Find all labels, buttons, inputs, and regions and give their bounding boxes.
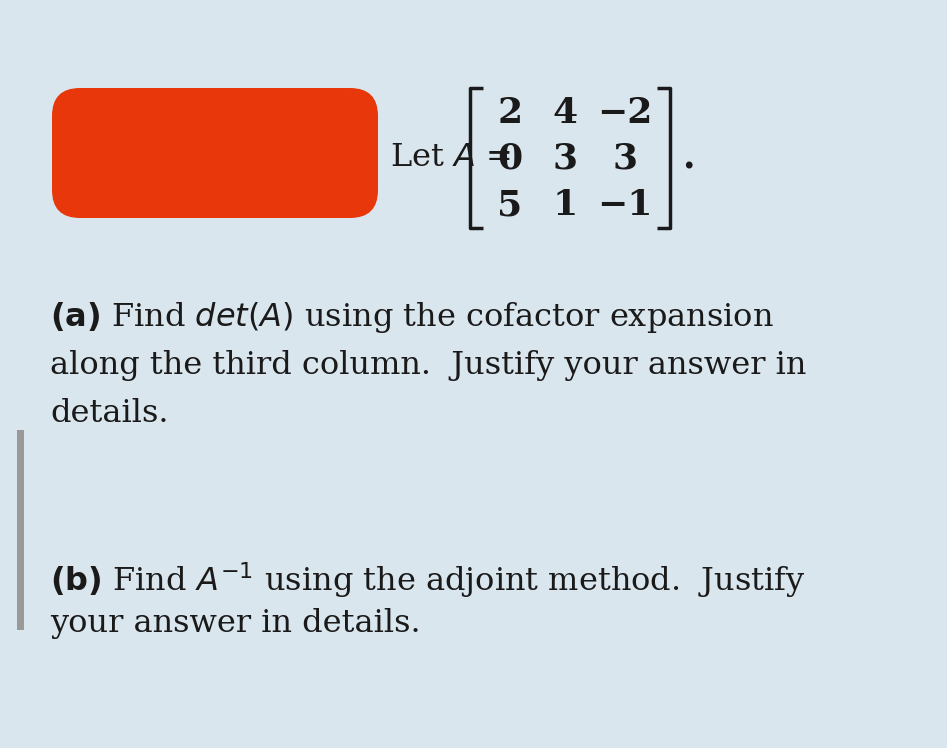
- FancyBboxPatch shape: [52, 88, 378, 218]
- Text: 2: 2: [497, 96, 523, 130]
- Text: $\bf{(a)}$ Find $\mathit{det}(\mathit{A})$ using the cofactor expansion: $\bf{(a)}$ Find $\mathit{det}(\mathit{A}…: [50, 300, 774, 335]
- Text: Let $\mathit{A}$ =: Let $\mathit{A}$ =: [390, 141, 510, 173]
- Text: details.: details.: [50, 398, 169, 429]
- Bar: [17, 430, 24, 630]
- Text: 3: 3: [613, 141, 637, 175]
- Text: −2: −2: [598, 96, 652, 130]
- Text: 3: 3: [552, 141, 578, 175]
- Text: .: .: [682, 141, 694, 175]
- Text: −1: −1: [598, 188, 652, 222]
- Text: 4: 4: [552, 96, 578, 130]
- Text: 5: 5: [497, 188, 523, 222]
- Text: along the third column.  Justify your answer in: along the third column. Justify your ans…: [50, 350, 807, 381]
- Text: $\bf{(b)}$ Find $\mathit{A}^{-1}$ using the adjoint method.  Justify: $\bf{(b)}$ Find $\mathit{A}^{-1}$ using …: [50, 560, 806, 600]
- Text: 0: 0: [497, 141, 523, 175]
- Text: your answer in details.: your answer in details.: [50, 608, 420, 639]
- Text: 1: 1: [552, 188, 578, 222]
